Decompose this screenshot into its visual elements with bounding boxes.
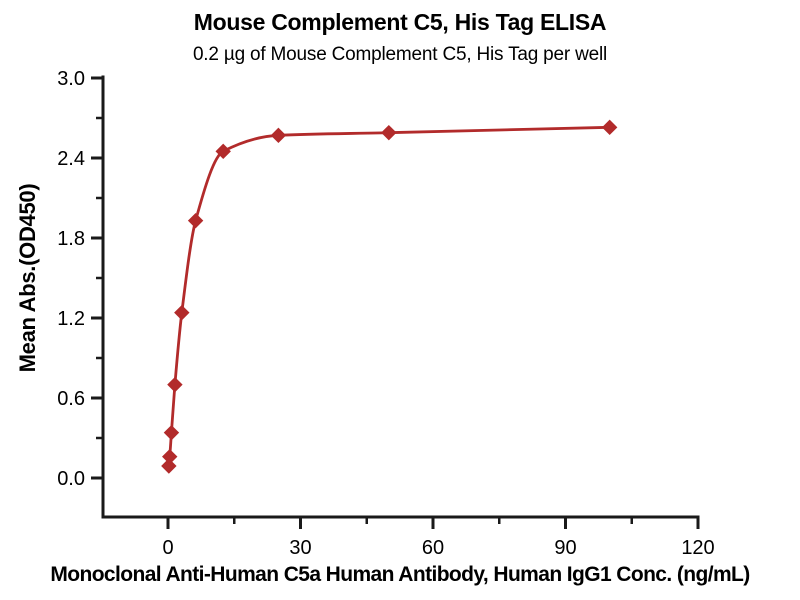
data-points xyxy=(161,119,618,474)
x-axis-title: Monoclonal Anti-Human C5a Human Antibody… xyxy=(50,563,750,586)
chart-title: Mouse Complement C5, His Tag ELISA xyxy=(193,9,607,35)
x-tick-label: 30 xyxy=(289,537,311,559)
data-point-marker xyxy=(187,212,204,229)
fit-curve xyxy=(167,125,612,468)
data-point-marker xyxy=(163,424,180,441)
x-tick-label: 90 xyxy=(554,537,576,559)
y-tick-label: 0.0 xyxy=(57,468,85,490)
data-point-marker xyxy=(381,124,397,141)
axis-frame xyxy=(101,75,700,519)
x-tick-label: 60 xyxy=(422,537,444,559)
y-tick-label: 1.8 xyxy=(57,228,85,250)
y-tick-label: 3.0 xyxy=(57,68,85,90)
data-point-marker xyxy=(174,304,190,321)
data-point-marker xyxy=(601,119,618,136)
y-tick-label: 1.2 xyxy=(57,308,85,330)
axes xyxy=(101,75,700,519)
data-point-marker xyxy=(215,143,231,160)
x-tick-label: 120 xyxy=(681,537,714,559)
data-point-marker xyxy=(161,458,177,474)
x-axis-ticks: 0 30 60 90 120 xyxy=(162,517,715,559)
chart-subtitle: 0.2 µg of Mouse Complement C5, His Tag p… xyxy=(192,44,608,65)
y-tick-label: 2.4 xyxy=(57,148,85,170)
y-axis-ticks: 0.0 0.6 1.2 1.8 2.4 3.0 xyxy=(57,68,103,490)
y-tick-label: 0.6 xyxy=(57,388,85,410)
x-tick-label: 0 xyxy=(162,537,173,559)
data-point-marker xyxy=(167,376,183,393)
data-point-marker xyxy=(162,448,178,465)
data-point-marker xyxy=(270,127,287,144)
